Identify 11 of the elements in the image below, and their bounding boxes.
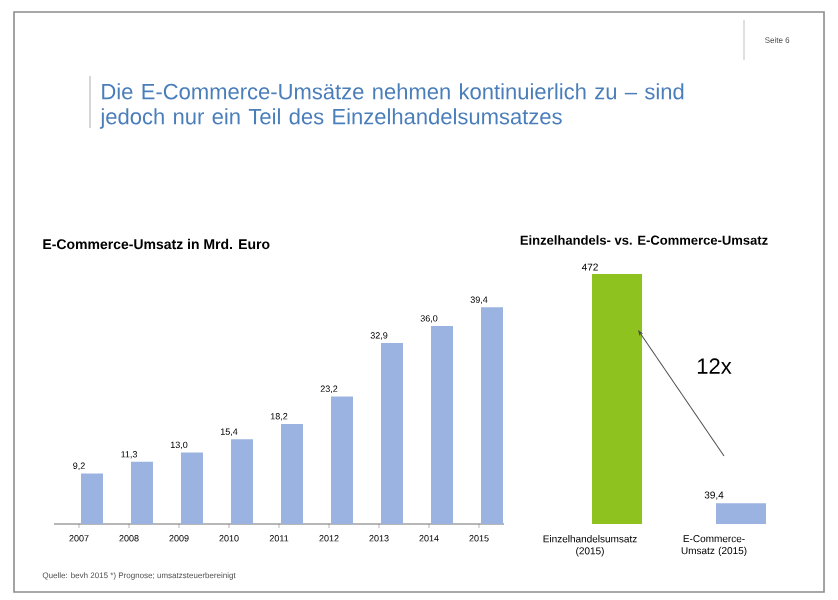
bar: [481, 307, 504, 524]
annotation: 12x: [697, 358, 732, 374]
chart-title: Die E-Commerce-Umsätze nehmen kontinuierlich zu – sind jedoch nur ein Teil des Einzelhandelsumsatzes: [99, 83, 684, 129]
bar: [331, 396, 354, 524]
bar: [81, 473, 104, 524]
bar: [181, 452, 204, 524]
bar: [281, 423, 303, 524]
bar: [131, 461, 154, 524]
bar: [231, 439, 253, 524]
bar: [381, 343, 404, 524]
bar: [431, 326, 454, 524]
